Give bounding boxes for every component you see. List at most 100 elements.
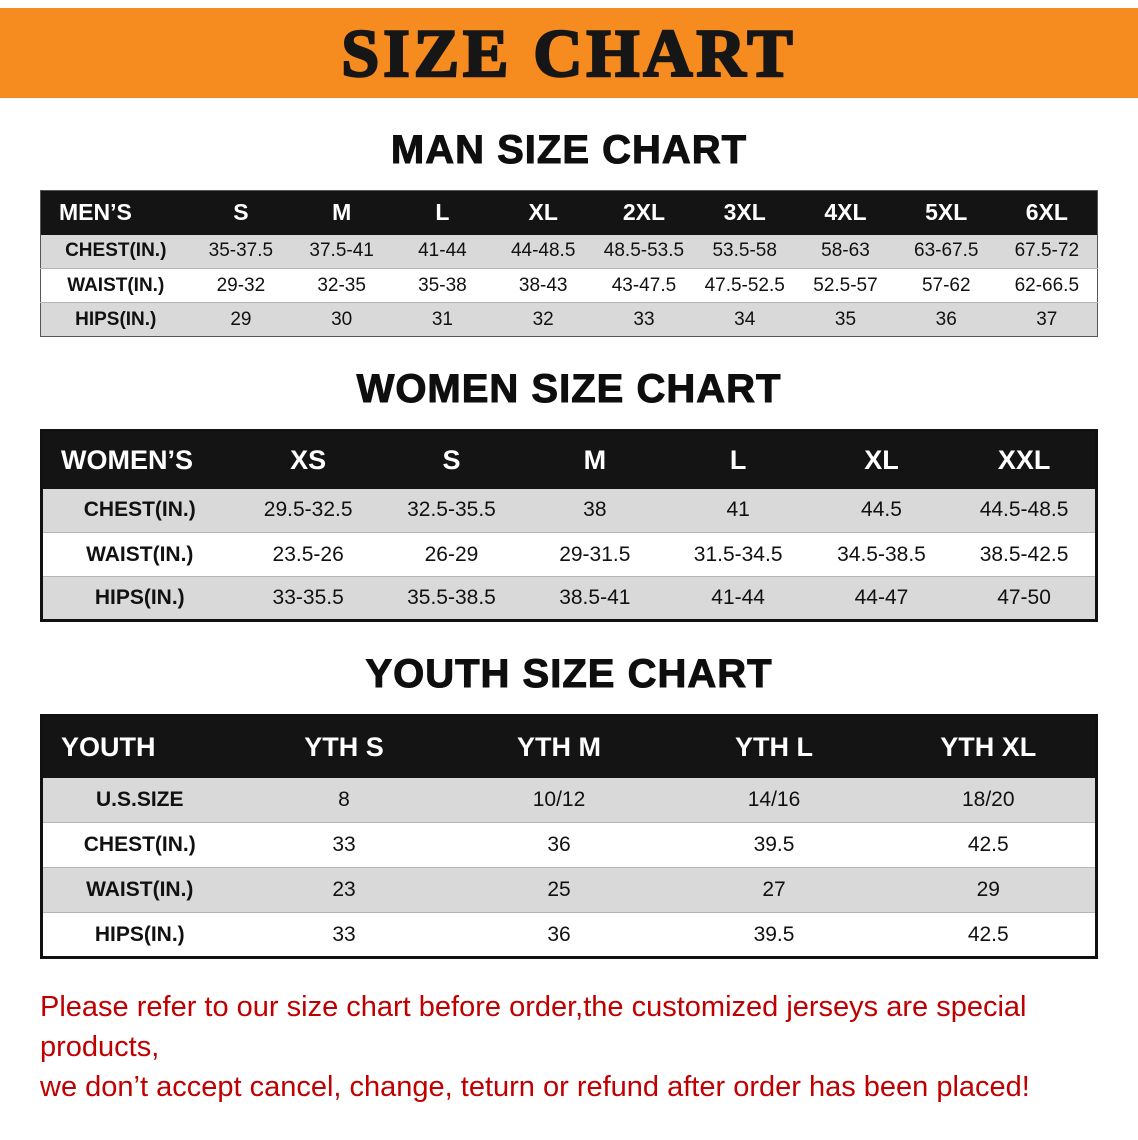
row-label-cell: U.S.SIZE bbox=[41, 777, 237, 823]
size-column-header: XL bbox=[809, 430, 954, 489]
size-chart-banner: SIZE CHART bbox=[0, 8, 1138, 98]
measurement-row: CHEST(IN.) 29.5-32.5 32.5-35.5 38 41 44.5 44.5… bbox=[41, 488, 1097, 533]
measurement-row: HIPS(IN.) 29 30 31 32 33 34 35 36 37 bbox=[40, 302, 1098, 337]
size-value-cell: 29 bbox=[190, 302, 292, 337]
size-column-header: XL bbox=[492, 190, 594, 235]
size-value-cell: 8 bbox=[236, 777, 452, 823]
size-value-cell: 35-38 bbox=[418, 274, 467, 296]
size-value-cell: 38 bbox=[523, 488, 667, 533]
size-column-header: 3XL bbox=[694, 190, 796, 235]
measurement-row: WAIST(IN.) 23.5-26 26-29 29-31.5 31.5-34.5 34… bbox=[41, 532, 1097, 577]
size-value-cell: 34.5-38.5 bbox=[837, 542, 926, 566]
size-value-cell: 38-43 bbox=[518, 274, 568, 296]
order-disclaimer: Please refer to our size chart before or… bbox=[40, 987, 1098, 1107]
disclaimer-line-1: Please refer to our size chart before or… bbox=[40, 991, 1027, 1064]
size-value-cell: 29 bbox=[881, 867, 1097, 913]
size-column-header: S bbox=[379, 430, 524, 489]
table-header-row: YOUTH YTH S YTH M YTH L YTH XL bbox=[41, 715, 1097, 778]
women-size-table: WOMEN’S XS S M L XL XXL CHEST(IN.) 29.5-32.5 32.5… bbox=[40, 429, 1098, 622]
row-label-cell: HIPS(IN.) bbox=[94, 922, 185, 946]
size-value-cell: 63-67.5 bbox=[895, 234, 997, 269]
row-label-cell: WAIST(IN.) bbox=[86, 542, 194, 566]
measurement-row: WAIST(IN.) 23 25 27 29 bbox=[41, 867, 1097, 913]
size-value-cell: 47.5-52.5 bbox=[704, 274, 785, 296]
size-value-cell: 35-37.5 bbox=[190, 234, 292, 269]
size-value-cell: 33 bbox=[332, 922, 356, 946]
row-label-cell: CHEST(IN.) bbox=[83, 833, 196, 856]
size-column-header: 2XL bbox=[593, 190, 695, 235]
size-value-cell: 48.5-53.5 bbox=[593, 234, 695, 269]
size-value-cell: 44.5-48.5 bbox=[953, 488, 1097, 533]
size-value-cell: 32-35 bbox=[317, 274, 366, 296]
size-value-cell: 33 bbox=[332, 833, 356, 856]
size-value-cell: 39.5 bbox=[753, 922, 795, 946]
youth-size-table: YOUTH YTH S YTH M YTH L YTH XL U.S.SIZE 8 10/12… bbox=[40, 714, 1098, 959]
size-value-cell: 31 bbox=[392, 302, 493, 337]
size-value-cell: 29-31.5 bbox=[559, 542, 631, 566]
size-value-cell: 53.5-58 bbox=[694, 234, 796, 269]
row-label-cell: HIPS(IN.) bbox=[41, 576, 237, 621]
size-value-cell: 62-66.5 bbox=[1014, 274, 1080, 296]
size-value-cell: 32 bbox=[492, 302, 594, 337]
size-column-header: 4XL bbox=[795, 190, 896, 235]
men-section-heading: MAN SIZE CHART bbox=[390, 128, 748, 173]
disclaimer-line-2: we don’t accept cancel, change, teturn o… bbox=[40, 1071, 1030, 1104]
size-value-cell: 25 bbox=[451, 867, 667, 913]
size-value-cell: 47-50 bbox=[953, 576, 1097, 621]
size-column-header: M bbox=[291, 190, 393, 235]
row-label-cell: HIPS(IN.) bbox=[40, 302, 191, 337]
size-column-header: 6XL bbox=[996, 190, 1098, 235]
size-value-cell: 44-47 bbox=[809, 576, 954, 621]
size-value-cell: 37.5-41 bbox=[291, 234, 393, 269]
size-value-cell: 30 bbox=[291, 302, 393, 337]
size-value-cell: 42.5 bbox=[967, 833, 1009, 856]
size-value-cell: 37 bbox=[996, 302, 1098, 337]
size-value-cell: 18/20 bbox=[881, 777, 1097, 823]
women-size-chart-section: WOMEN SIZE CHART WOMEN’S XS S M L XL XXL CHEST(… bbox=[0, 367, 1138, 622]
size-column-header: L bbox=[392, 190, 493, 235]
size-value-cell: 35 bbox=[795, 302, 896, 337]
size-column-header: YTH L bbox=[666, 715, 882, 778]
men-size-chart-section: MAN SIZE CHART MEN’S S M L XL 2XL 3XL 4XL 5XL 6XL… bbox=[0, 128, 1138, 337]
size-value-cell: 26-29 bbox=[424, 542, 479, 566]
size-column-header: XXL bbox=[953, 430, 1097, 489]
size-value-cell: 67.5-72 bbox=[996, 234, 1098, 269]
youth-section-heading: YOUTH SIZE CHART bbox=[365, 652, 773, 697]
table-header-row: WOMEN’S XS S M L XL XXL bbox=[41, 430, 1097, 489]
size-value-cell: 38.5-41 bbox=[523, 576, 667, 621]
measurement-row: CHEST(IN.) 35-37.5 37.5-41 41-44 44-48.5 48.5… bbox=[40, 234, 1098, 269]
banner-title: SIZE CHART bbox=[340, 15, 797, 91]
size-value-cell: 44.5 bbox=[809, 488, 954, 533]
size-value-cell: 33 bbox=[593, 302, 695, 337]
row-label-cell: WAIST(IN.) bbox=[67, 274, 165, 296]
women-section-heading: WOMEN SIZE CHART bbox=[356, 367, 782, 412]
size-value-cell: 41-44 bbox=[392, 234, 493, 269]
size-column-header: YTH M bbox=[451, 715, 667, 778]
size-value-cell: 41 bbox=[666, 488, 810, 533]
size-value-cell: 44-48.5 bbox=[492, 234, 594, 269]
size-value-cell: 36 bbox=[547, 922, 571, 946]
size-value-cell: 58-63 bbox=[795, 234, 896, 269]
size-value-cell: 23.5-26 bbox=[272, 542, 344, 566]
size-value-cell: 36 bbox=[895, 302, 997, 337]
size-column-header: M bbox=[523, 430, 667, 489]
measurement-row: HIPS(IN.) 33-35.5 35.5-38.5 38.5-41 41-44 44-… bbox=[41, 576, 1097, 621]
size-value-cell: 38.5-42.5 bbox=[979, 542, 1069, 566]
size-value-cell: 31.5-34.5 bbox=[693, 542, 783, 566]
measurement-row: WAIST(IN.) 29-32 32-35 35-38 38-43 43-47.5 47.… bbox=[40, 268, 1098, 303]
size-value-cell: 14/16 bbox=[666, 777, 882, 823]
size-value-cell: 42.5 bbox=[967, 922, 1009, 946]
size-value-cell: 29-32 bbox=[216, 274, 266, 296]
row-label-cell: CHEST(IN.) bbox=[41, 488, 237, 533]
size-value-cell: 29.5-32.5 bbox=[236, 488, 380, 533]
size-column-header: 5XL bbox=[895, 190, 997, 235]
size-column-header: YTH S bbox=[236, 715, 452, 778]
measurement-row: HIPS(IN.) 33 36 39.5 42.5 bbox=[41, 912, 1097, 958]
size-value-cell: 35.5-38.5 bbox=[379, 576, 524, 621]
table-title-cell: YOUTH bbox=[41, 715, 237, 778]
size-value-cell: 57-62 bbox=[921, 274, 971, 296]
row-label-cell: CHEST(IN.) bbox=[40, 234, 191, 269]
table-title-cell: MEN’S bbox=[40, 190, 191, 235]
table-title-cell: WOMEN’S bbox=[41, 430, 237, 489]
row-label-cell: WAIST(IN.) bbox=[41, 867, 237, 913]
